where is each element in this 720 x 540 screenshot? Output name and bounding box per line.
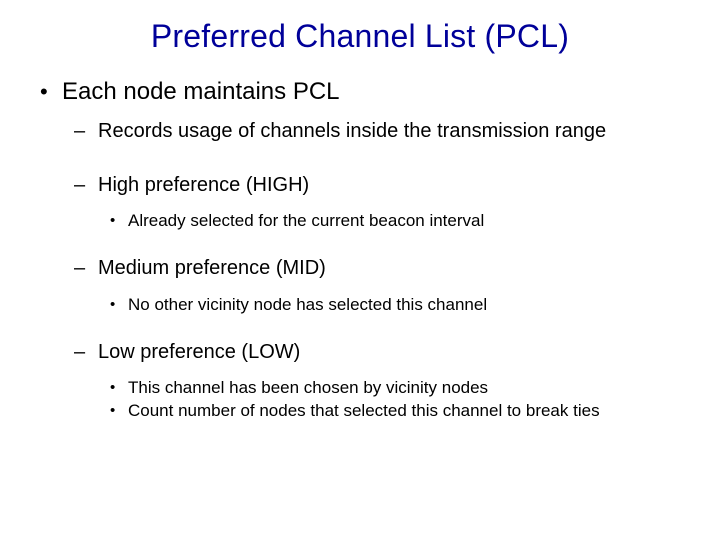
bullet-level2: Medium preference (MID) bbox=[74, 257, 680, 281]
spacer bbox=[40, 203, 680, 209]
slide: Preferred Channel List (PCL) Each node m… bbox=[0, 0, 720, 540]
spacer bbox=[40, 150, 680, 170]
bullet-level1: Each node maintains PCL bbox=[40, 78, 680, 106]
bullet-level3: Count number of nodes that selected this… bbox=[110, 401, 680, 421]
slide-title: Preferred Channel List (PCL) bbox=[0, 18, 720, 55]
spacer bbox=[40, 370, 680, 376]
spacer bbox=[40, 317, 680, 337]
slide-body: Each node maintains PCL Records usage of… bbox=[40, 78, 680, 423]
bullet-level3: No other vicinity node has selected this… bbox=[110, 295, 680, 315]
spacer bbox=[40, 233, 680, 253]
bullet-level3: Already selected for the current beacon … bbox=[110, 211, 680, 231]
spacer bbox=[40, 287, 680, 293]
bullet-level2: Records usage of channels inside the tra… bbox=[74, 120, 680, 144]
bullet-level2: High preference (HIGH) bbox=[74, 174, 680, 198]
bullet-level3: This channel has been chosen by vicinity… bbox=[110, 378, 680, 398]
bullet-level2: Low preference (LOW) bbox=[74, 341, 680, 365]
